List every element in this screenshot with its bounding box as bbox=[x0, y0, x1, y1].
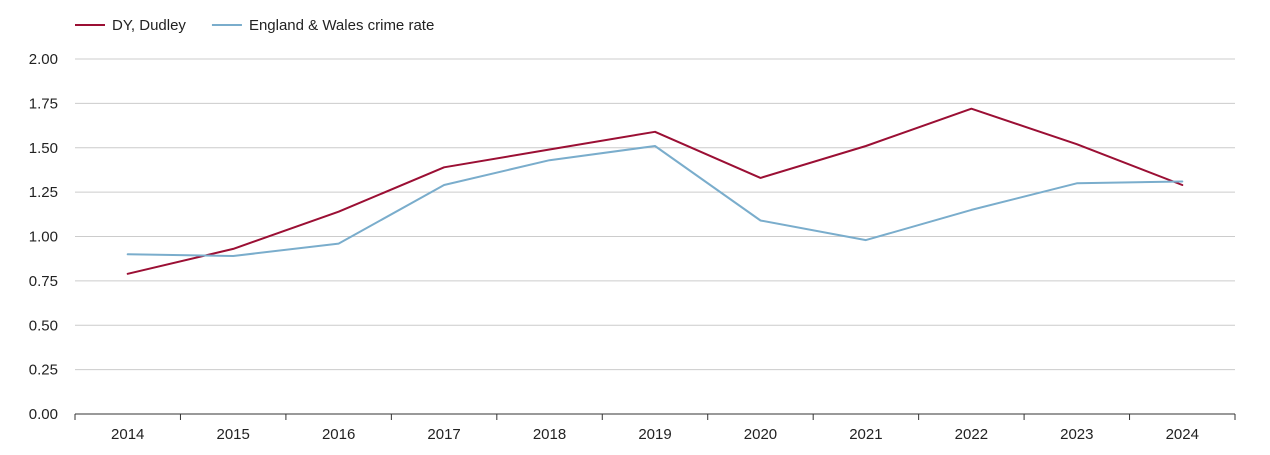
x-tick-label: 2015 bbox=[216, 426, 249, 443]
data-point[interactable] bbox=[441, 182, 447, 188]
y-tick-label: 1.75 bbox=[29, 95, 58, 112]
data-point[interactable] bbox=[968, 106, 974, 112]
y-tick-label: 0.50 bbox=[29, 317, 58, 334]
x-tick-label: 2021 bbox=[849, 426, 882, 443]
legend: DY, Dudley England & Wales crime rate bbox=[75, 17, 434, 34]
legend-item-england-wales[interactable]: England & Wales crime rate bbox=[211, 17, 434, 34]
data-point[interactable] bbox=[968, 207, 974, 213]
x-tick-label: 2024 bbox=[1166, 426, 1199, 443]
x-tick-label: 2017 bbox=[427, 426, 460, 443]
data-point[interactable] bbox=[230, 253, 236, 259]
x-tick-label: 2019 bbox=[638, 426, 671, 443]
data-point[interactable] bbox=[1179, 178, 1185, 184]
data-point[interactable] bbox=[230, 246, 236, 252]
y-tick-label: 1.25 bbox=[29, 184, 58, 201]
y-tick-label: 0.75 bbox=[29, 273, 58, 290]
x-tick-label: 2016 bbox=[322, 426, 355, 443]
y-axis: 0.00 0.25 0.50 0.75 1.00 1.25 1.50 1.75 2.00 bbox=[29, 51, 58, 423]
x-axis: 2014 2015 2016 2017 2018 2019 2020 2021 2022 2023… bbox=[74, 413, 1236, 443]
y-tick-label: 1.00 bbox=[29, 229, 58, 246]
data-point[interactable] bbox=[336, 209, 342, 215]
grid-lines bbox=[75, 58, 1235, 371]
y-tick-label: 2.00 bbox=[29, 51, 58, 68]
data-point[interactable] bbox=[1074, 180, 1080, 186]
y-tick-label: 0.25 bbox=[29, 362, 58, 379]
x-tick-label: 2023 bbox=[1060, 426, 1093, 443]
legend-label: England & Wales crime rate bbox=[249, 17, 434, 34]
data-point[interactable] bbox=[1074, 141, 1080, 147]
x-tick-label: 2014 bbox=[111, 426, 144, 443]
series-group bbox=[125, 106, 1185, 277]
legend-label: DY, Dudley bbox=[112, 17, 186, 34]
y-tick-label: 1.50 bbox=[29, 140, 58, 157]
data-point[interactable] bbox=[757, 175, 763, 181]
data-point[interactable] bbox=[125, 271, 131, 277]
legend-item-dudley[interactable]: DY, Dudley bbox=[75, 17, 186, 34]
x-tick-label: 2022 bbox=[955, 426, 988, 443]
data-point[interactable] bbox=[757, 218, 763, 224]
data-point[interactable] bbox=[652, 143, 658, 149]
data-point[interactable] bbox=[863, 237, 869, 243]
y-tick-label: 0.00 bbox=[29, 406, 58, 423]
series-line-dudley bbox=[126, 107, 1184, 275]
data-point[interactable] bbox=[336, 241, 342, 247]
data-point[interactable] bbox=[652, 129, 658, 135]
data-point[interactable] bbox=[441, 164, 447, 170]
data-point[interactable] bbox=[863, 143, 869, 149]
data-point[interactable] bbox=[125, 251, 131, 257]
x-tick-label: 2020 bbox=[744, 426, 777, 443]
data-point[interactable] bbox=[547, 147, 553, 153]
data-point[interactable] bbox=[547, 157, 553, 163]
x-tick-label: 2018 bbox=[533, 426, 566, 443]
series-line-england-wales bbox=[126, 145, 1184, 257]
